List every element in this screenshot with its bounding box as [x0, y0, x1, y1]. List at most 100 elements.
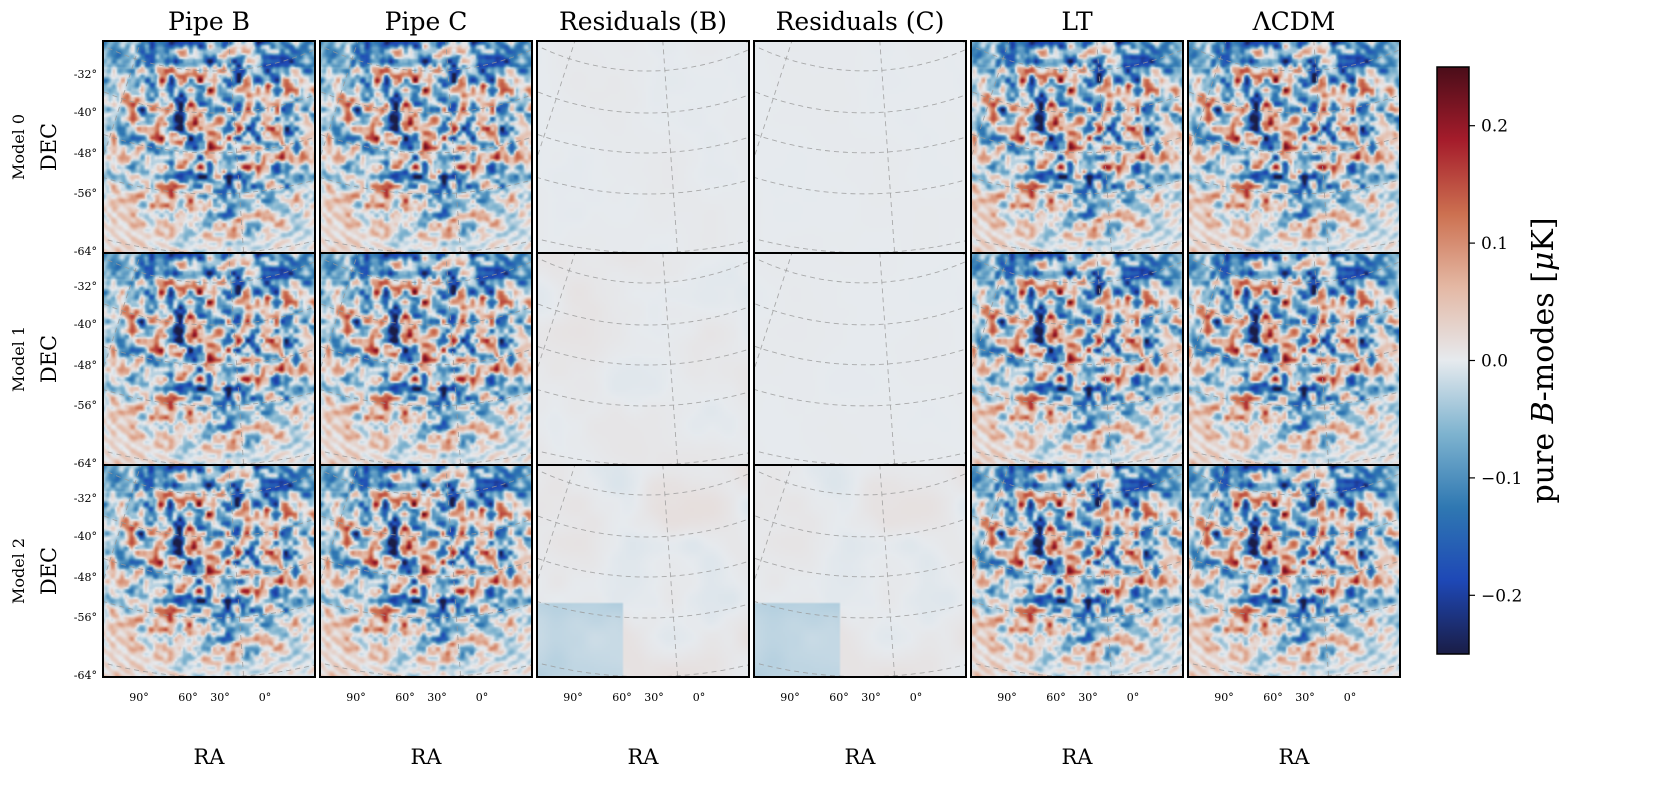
colorbar-tick-label: 0.1 — [1481, 234, 1508, 254]
dec-gridline — [971, 133, 1183, 154]
map-image — [320, 41, 532, 253]
dec-gridline — [537, 469, 749, 496]
ra-gridline — [228, 465, 245, 677]
row-labels: Model 0 DEC Model 1 DEC Model 2 DEC — [9, 114, 61, 604]
ra-gridline — [228, 253, 245, 465]
ra-tick-label: 30° — [1295, 691, 1315, 704]
map-panel — [536, 252, 750, 466]
dec-gridline — [320, 91, 532, 114]
ra-tick-label: 30° — [1078, 691, 1098, 704]
ra-gridline — [879, 253, 896, 465]
ra-tick-label: 30° — [427, 691, 447, 704]
ra-gridline — [445, 253, 462, 465]
dec-tick-label: -48° — [74, 571, 97, 584]
map-image — [103, 41, 315, 253]
panel-frame — [102, 464, 316, 678]
ra-gridline — [537, 41, 576, 160]
ra-gridline — [754, 465, 793, 584]
ra-tick-label: 90° — [346, 691, 366, 704]
ra-gridline — [971, 253, 1010, 372]
ra-tick-label: 30° — [210, 691, 230, 704]
dec-gridline — [537, 557, 749, 578]
dec-gridline — [971, 557, 1183, 578]
ra-gridline — [754, 41, 793, 160]
map-image — [537, 253, 749, 465]
map-image — [754, 41, 966, 253]
map-image — [971, 41, 1183, 253]
dec-gridline — [1188, 469, 1400, 496]
dec-gridline — [537, 91, 749, 114]
dec-gridline — [754, 557, 966, 578]
dec-gridline — [754, 600, 966, 619]
axis-ticks: -32° -40° -48° -56° -64° -32° -40° -48° -56° -64°… — [74, 68, 1356, 769]
ra-gridline — [103, 41, 142, 160]
ra-gridline — [320, 41, 359, 160]
dec-gridline — [1188, 303, 1400, 326]
ra-tick-label: 90° — [563, 691, 583, 704]
ra-tick-label: 90° — [129, 691, 149, 704]
dec-gridline — [103, 91, 315, 114]
dec-gridline — [1188, 257, 1400, 284]
map-image — [1188, 253, 1400, 465]
dec-gridline — [537, 176, 749, 195]
ra-gridline — [103, 253, 142, 372]
map-image — [103, 465, 315, 677]
dec-gridline — [754, 176, 966, 195]
map-image — [320, 253, 532, 465]
ra-tick-label: 60° — [395, 691, 415, 704]
map-panel — [102, 464, 316, 678]
dec-gridline — [103, 133, 315, 154]
dec-tick-label: -56° — [74, 611, 97, 624]
ra-gridline — [1313, 465, 1330, 677]
colorbar-tick-label: 0.2 — [1481, 117, 1508, 137]
dec-tick-label: -40° — [74, 106, 97, 119]
map-panel — [753, 40, 967, 254]
ra-tick-label: 60° — [178, 691, 198, 704]
map-panel — [536, 464, 750, 678]
dec-gridline — [320, 345, 532, 366]
ra-gridline — [1313, 41, 1330, 253]
dec-gridline — [1188, 388, 1400, 407]
dec-gridline — [1188, 45, 1400, 72]
dec-gridline — [1188, 133, 1400, 154]
dec-gridline — [320, 557, 532, 578]
ra-gridline — [754, 253, 793, 372]
x-axis-label: RA — [845, 745, 877, 769]
colorbar-tick-label: −0.1 — [1481, 469, 1522, 489]
map-panel — [1187, 252, 1401, 466]
x-axis-label: RA — [411, 745, 443, 769]
dec-tick-label: -32° — [74, 280, 97, 293]
ra-tick-label: 90° — [780, 691, 800, 704]
ra-gridline — [320, 253, 359, 372]
dec-tick-label: -64° — [74, 669, 97, 682]
dec-gridline — [971, 515, 1183, 538]
dec-gridline — [103, 388, 315, 407]
map-image — [754, 253, 966, 465]
map-image — [1188, 41, 1400, 253]
dec-tick-label: -56° — [74, 187, 97, 200]
dec-gridline — [320, 257, 532, 284]
dec-gridline — [320, 515, 532, 538]
ra-gridline — [971, 465, 1010, 584]
map-panel — [753, 464, 967, 678]
column-title: LT — [1061, 7, 1093, 36]
ra-gridline — [879, 41, 896, 253]
dec-gridline — [537, 257, 749, 284]
ra-tick-label: 60° — [1046, 691, 1066, 704]
dec-tick-label: -64° — [74, 245, 97, 258]
ra-tick-label: 30° — [644, 691, 664, 704]
dec-gridline — [971, 91, 1183, 114]
x-axis-label: RA — [1062, 745, 1094, 769]
dec-gridline — [537, 303, 749, 326]
map-image — [320, 465, 532, 677]
colorbar-label: pure B-modes [μK] — [1526, 217, 1561, 503]
dec-gridline — [103, 303, 315, 326]
map-panel — [1187, 464, 1401, 678]
map-panel — [319, 252, 533, 466]
colorbar-tick-label: 0.0 — [1481, 352, 1508, 372]
dec-gridline — [537, 133, 749, 154]
column-title: Pipe B — [168, 7, 250, 36]
map-image — [754, 465, 966, 677]
ra-gridline — [1096, 253, 1113, 465]
dec-tick-label: -48° — [74, 147, 97, 160]
